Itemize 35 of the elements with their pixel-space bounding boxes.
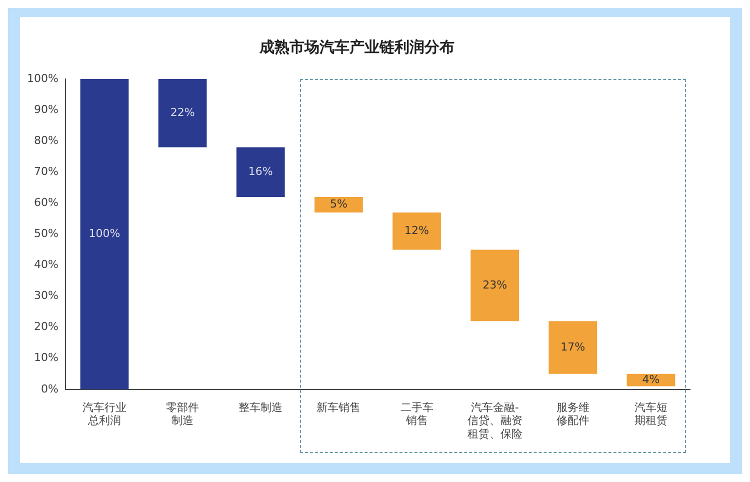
y-tick-label: 40% [34, 258, 58, 272]
x-tick-label: 服务维修配件 [556, 400, 590, 428]
data-label: 4% [642, 372, 660, 386]
bar [392, 212, 441, 250]
x-tick-label: 二手车销售 [400, 400, 434, 428]
bar [548, 321, 598, 374]
x-tick-label: 零部件制造 [166, 400, 200, 428]
bar [470, 250, 520, 322]
x-tick-label: 汽车金融-信贷、融资租赁、保险 [467, 400, 522, 440]
y-tick-label: 10% [34, 351, 58, 364]
y-tick-label: 30% [34, 289, 58, 302]
x-tick-label: 新车销售 [316, 400, 361, 414]
data-label: 100% [88, 227, 120, 240]
y-tick-label: 70% [34, 164, 58, 178]
y-tick-label: 20% [34, 320, 58, 334]
bar [158, 79, 207, 148]
data-label: 23% [482, 278, 508, 292]
chart-title: 成熟市场汽车产业链利润分布 [258, 38, 454, 56]
bar [80, 79, 129, 390]
y-tick-label: 60% [34, 196, 58, 210]
x-tick-label: 整车制造 [238, 400, 283, 414]
data-label: 16% [248, 164, 273, 178]
y-tick-label: 80% [34, 134, 58, 147]
data-label: 22% [170, 106, 195, 120]
bar [314, 196, 363, 212]
y-tick-label: 90% [34, 102, 58, 116]
y-tick-label: 100% [26, 72, 58, 85]
y-tick-label: 0% [40, 382, 58, 396]
data-label: 17% [560, 340, 586, 354]
data-label: 5% [330, 198, 348, 211]
data-label: 12% [404, 224, 429, 237]
x-tick-label: 汽车短期租赁 [634, 400, 668, 428]
y-tick-label: 50% [34, 227, 58, 240]
bar [236, 147, 285, 197]
x-tick-label: 汽车行业总利润 [82, 400, 126, 428]
